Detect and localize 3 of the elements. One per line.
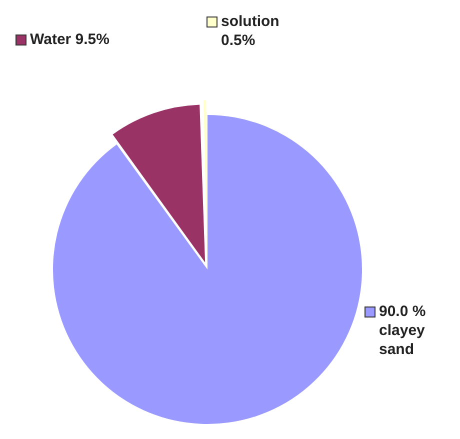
legend-label: 90.0 % clayey sand [379,303,426,358]
legend-label: solution 0.5% [221,13,280,50]
legend-label: Water 9.5% [30,31,110,48]
